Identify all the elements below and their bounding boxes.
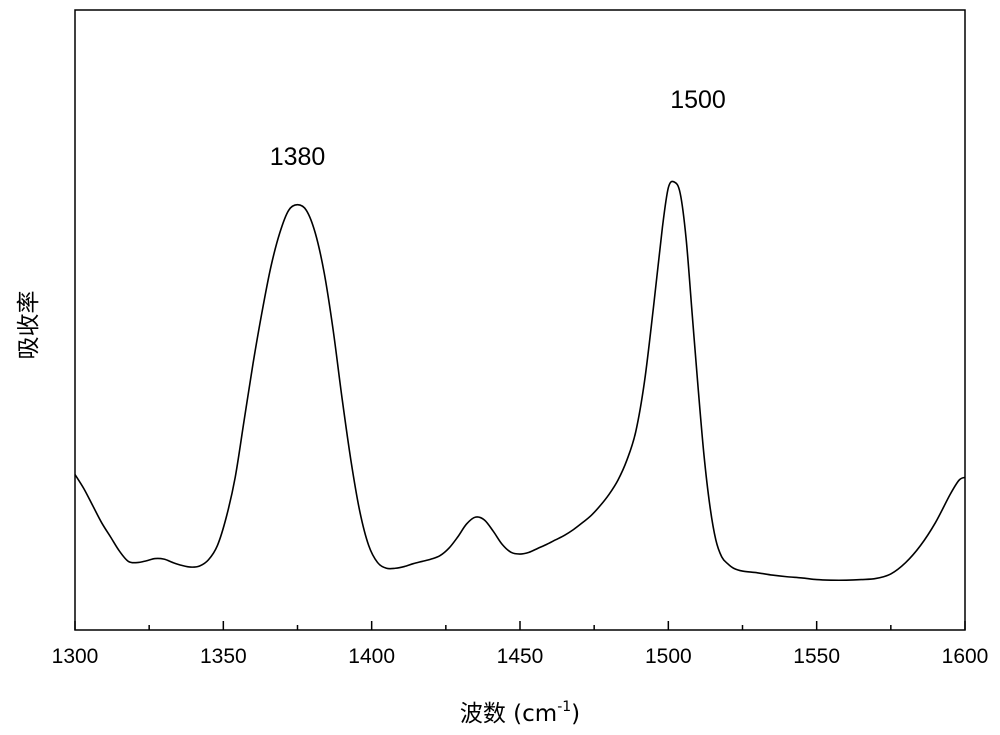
x-axis-tick-labels: 1300 1350 1400 1450 1500 1550 1600 bbox=[52, 645, 989, 668]
x-axis-ticks bbox=[74, 621, 966, 630]
x-tick-label: 1500 bbox=[645, 645, 692, 668]
x-axis-title-main: 波数 (cm bbox=[460, 701, 557, 727]
peak-annotations: 1380 1500 bbox=[270, 86, 726, 171]
x-tick-label: 1400 bbox=[348, 645, 395, 668]
x-tick-label: 1450 bbox=[497, 645, 544, 668]
y-axis-title: 吸收率 bbox=[16, 291, 42, 360]
x-tick-label: 1300 bbox=[52, 645, 99, 668]
peak-label: 1500 bbox=[670, 86, 726, 114]
x-tick-label: 1550 bbox=[793, 645, 840, 668]
spectrum-line bbox=[74, 180, 966, 582]
peak-label: 1380 bbox=[270, 143, 326, 171]
x-axis-title: 波数 (cm-1) bbox=[460, 699, 580, 727]
x-axis-title-superscript: -1 bbox=[557, 699, 571, 715]
x-tick-label: 1600 bbox=[942, 645, 989, 668]
x-tick-label: 1350 bbox=[200, 645, 247, 668]
x-axis-title-suffix: ) bbox=[571, 701, 580, 727]
plot-frame bbox=[74, 9, 966, 631]
